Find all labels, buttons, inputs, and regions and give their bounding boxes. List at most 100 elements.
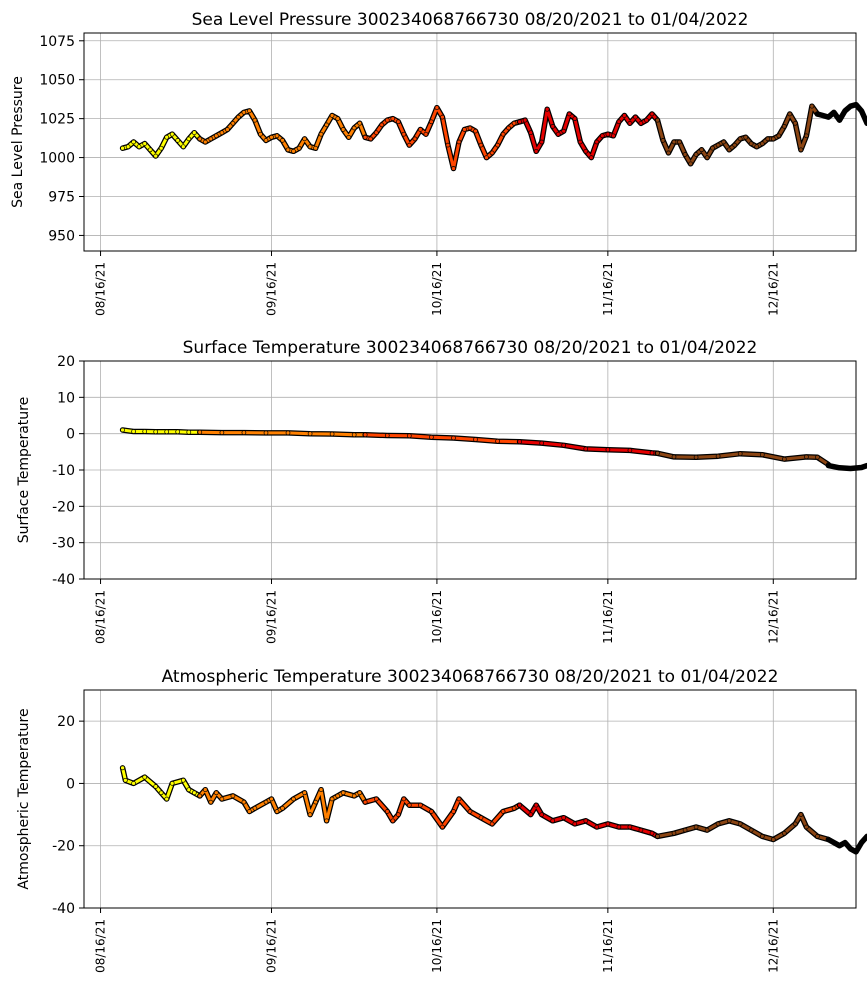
axis-ticks: -40 -20 0 20 08/16/21 09/16/21 10/16/21 11/16/2… [52,714,780,973]
data-point [804,133,809,139]
data-point [175,138,181,143]
data-point [798,147,804,153]
data-point [500,809,506,814]
data-point [202,139,208,145]
data-point [418,127,423,132]
data-point [693,454,699,460]
data-point [362,799,368,805]
y-axis-label: Sea Level Pressure [10,76,26,208]
data-point [616,824,622,830]
chart-title: Sea Level Pressure 300234068766730 08/20… [192,10,749,30]
data-point [528,812,534,817]
data-point [269,134,274,140]
x-tick-label: 08/16/21 [94,262,108,316]
data-point [726,818,732,824]
data-point [594,139,600,145]
data-point [368,136,374,142]
x-tick-label: 10/16/21 [430,919,444,973]
data-point [754,144,760,150]
data-point [153,784,159,789]
y-tick-label: 10 [57,390,75,406]
data-point [120,145,125,151]
data-point [781,456,787,462]
data-point [219,130,225,136]
data-marks [119,427,867,472]
data-point [263,138,269,143]
data-point [539,812,545,817]
data-point [434,105,440,111]
data-point [373,796,379,802]
data-point [395,812,401,817]
series-line [518,440,659,455]
data-point [671,454,677,460]
data-point [197,793,203,799]
data-point [787,111,793,117]
data-point [511,805,517,811]
data-point [804,454,809,460]
data-point [815,834,820,839]
series-outline [654,103,821,167]
data-point [280,138,285,143]
data-point [655,834,660,839]
data-point [384,809,390,814]
data-point [688,161,693,167]
data-point [423,131,429,137]
data-point [715,142,721,148]
data-point [605,131,611,137]
data-point [357,120,363,126]
data-marks [119,101,867,172]
data-point [638,120,644,126]
data-point [225,127,230,132]
data-point [837,843,842,849]
data-point [401,131,407,137]
data-point [715,821,721,827]
data-point [627,120,633,126]
data-point [186,429,192,435]
data-point [743,134,749,140]
data-point [605,447,611,453]
data-point [649,450,655,456]
data-point [213,133,219,139]
data-point [379,122,385,128]
data-point [208,799,214,805]
data-point [539,440,545,446]
data-point [489,150,495,156]
data-point [164,134,170,140]
data-point [572,116,578,121]
y-tick-label: 0 [66,427,75,443]
data-point [219,430,225,435]
data-point [577,139,583,145]
data-point [561,442,567,448]
data-point [826,463,831,468]
data-point [704,155,710,160]
data-point [478,815,484,821]
data-point [153,153,159,159]
chart-title: Atmospheric Temperature 300234068766730 … [162,667,779,687]
data-point [329,431,335,437]
data-point [495,142,500,148]
y-tick-label: 950 [48,228,75,244]
data-point [533,802,539,808]
data-point [451,435,456,441]
data-point [329,796,335,802]
data-point [180,777,186,783]
data-point [815,454,820,460]
data-point [737,451,743,457]
data-point [406,142,412,148]
data-point [848,466,853,471]
data-point [186,787,192,793]
data-point [682,827,688,833]
data-point [748,141,754,146]
data-point [142,774,148,780]
data-point [307,431,313,437]
data-point [230,120,236,126]
data-point [837,465,842,471]
data-point [737,821,743,827]
data-point [561,128,567,134]
data-point [539,139,545,145]
data-point [721,139,727,145]
data-point [384,433,390,438]
data-point [384,117,390,123]
data-point [169,131,175,137]
